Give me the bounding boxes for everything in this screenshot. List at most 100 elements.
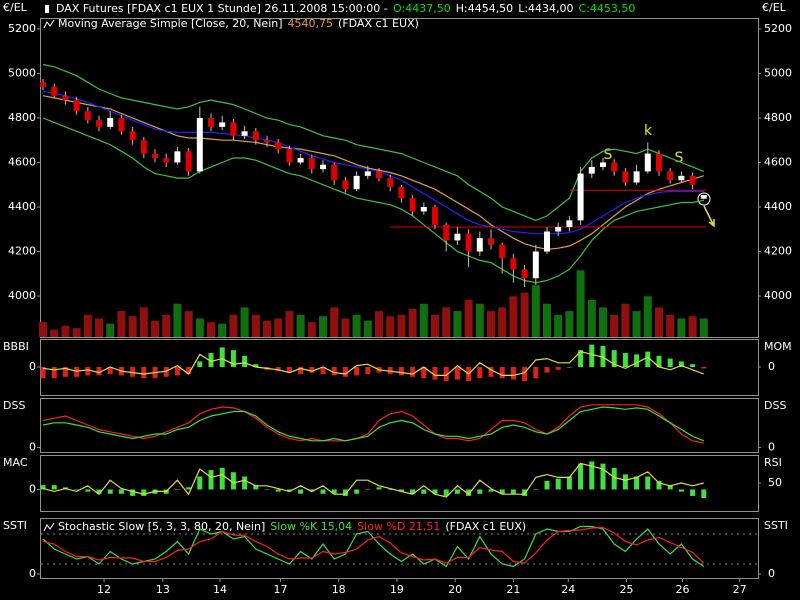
histogram-bar	[107, 489, 113, 494]
histogram-bar	[522, 367, 528, 381]
volume-bar	[643, 296, 652, 337]
y-tick-label: 0	[29, 567, 36, 580]
overlay-line	[42, 90, 704, 235]
histogram-bar	[130, 489, 136, 496]
histogram-bar	[197, 361, 203, 367]
volume-bar	[576, 270, 585, 337]
candle-body	[655, 153, 662, 172]
histogram-bar	[331, 489, 337, 494]
histogram-bar	[701, 367, 707, 369]
histogram-bar	[645, 351, 651, 367]
histogram-bar	[264, 489, 270, 490]
volume-bar	[632, 311, 641, 337]
volume-bar	[330, 307, 339, 337]
candle-body	[286, 149, 293, 163]
histogram-bar	[286, 489, 292, 492]
candle-body	[40, 82, 47, 87]
histogram-bar	[611, 350, 617, 367]
histogram-bar	[51, 485, 57, 490]
histogram-bar	[634, 476, 640, 490]
histogram-bar	[488, 489, 494, 492]
candle-body	[264, 140, 271, 143]
volume-bar	[319, 316, 328, 337]
candle-body	[667, 171, 674, 181]
volume-bar	[397, 314, 406, 337]
candle-body	[611, 162, 618, 172]
candle-body	[84, 111, 91, 121]
candle-body	[700, 195, 707, 199]
highlight-circle	[697, 192, 711, 206]
volume-bar	[218, 323, 227, 337]
candle-body	[577, 173, 584, 221]
candle-body	[163, 158, 170, 163]
histogram-bar	[410, 489, 416, 494]
overlay-line	[42, 63, 705, 222]
header-part: H:4454,50	[456, 2, 513, 15]
candle-body	[342, 180, 349, 190]
volume-bar	[442, 307, 451, 337]
y-tick-label: 4000	[764, 289, 792, 302]
candle-body	[465, 233, 472, 252]
annotation: S	[604, 147, 613, 163]
volume-bar	[352, 314, 361, 337]
volume-bar	[341, 318, 350, 337]
candle-body	[488, 238, 495, 245]
header-part: Slow %K 15,04	[270, 520, 352, 533]
histogram-bar	[208, 470, 214, 490]
histogram-bar	[656, 480, 662, 490]
candle-body	[241, 131, 248, 136]
overlay-line	[42, 95, 704, 250]
indicator-line	[42, 526, 705, 564]
histogram-bar	[466, 489, 472, 496]
histogram-bar	[566, 476, 572, 490]
volume-bar	[39, 322, 48, 337]
candle-body	[599, 162, 606, 167]
volume-bar	[240, 307, 249, 337]
candle-body	[376, 171, 383, 179]
header-part: DAX Futures [FDAX c1 EUX 1 Stunde] 26.11…	[56, 2, 388, 15]
histogram-bar	[634, 354, 640, 367]
histogram-bar	[186, 487, 192, 490]
histogram-bar	[74, 367, 80, 377]
volume-bar	[509, 296, 518, 337]
histogram-bar	[365, 367, 371, 374]
histogram-bar	[96, 489, 102, 494]
volume-bar	[475, 303, 484, 337]
histogram-bar	[275, 489, 281, 492]
histogram-bar	[522, 489, 528, 496]
indicator-line	[42, 406, 705, 442]
candle-body	[398, 186, 405, 199]
volume-bar	[565, 311, 574, 337]
histogram-bar	[443, 367, 449, 381]
histogram-bar	[331, 367, 337, 376]
histogram-bar	[656, 355, 662, 367]
candle-body	[297, 158, 304, 163]
volume-bar	[621, 303, 630, 337]
indicator-line	[42, 404, 704, 444]
candle-body	[129, 131, 136, 141]
candle-body	[678, 175, 685, 181]
x-tick-label: 17	[273, 583, 287, 596]
histogram-bar	[600, 346, 606, 367]
histogram-bar	[309, 367, 315, 373]
candle-body	[140, 140, 147, 154]
histogram-bar	[309, 489, 315, 492]
histogram-bar	[387, 367, 393, 374]
volume-bar	[431, 314, 440, 337]
volume-bar	[464, 300, 473, 337]
candle-body	[320, 164, 327, 170]
histogram-bar	[387, 489, 393, 490]
histogram-bar	[376, 487, 382, 490]
volume-bar	[274, 318, 283, 337]
volume-bar	[610, 314, 619, 337]
histogram-bar	[555, 478, 561, 490]
x-tick-label: 20	[448, 583, 462, 596]
panel-label: DSS	[764, 399, 786, 412]
annotation: S	[675, 150, 684, 166]
histogram-bar	[365, 489, 371, 490]
arrow	[703, 205, 715, 228]
header-text: Moving Average Simple [Close, 20, Nein] 4…	[58, 17, 419, 30]
y-tick-label: 4000	[8, 289, 36, 302]
x-tick-label: 27	[733, 583, 747, 596]
